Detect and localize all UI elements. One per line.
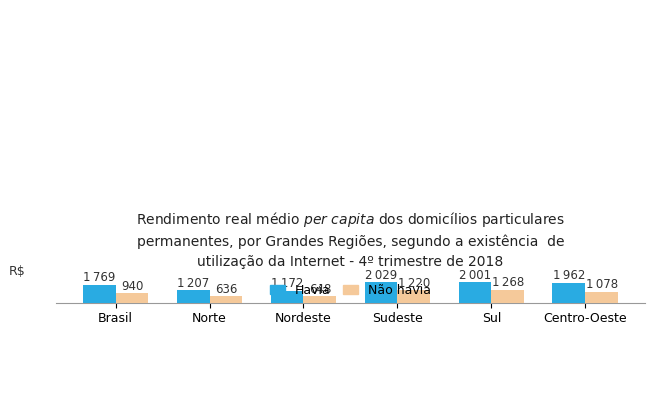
Text: 1 962: 1 962 bbox=[552, 269, 585, 282]
Bar bbox=[397, 290, 430, 303]
Bar bbox=[585, 292, 618, 303]
Bar bbox=[492, 290, 524, 303]
Bar bbox=[209, 296, 242, 303]
Legend: Havia, Não havia: Havia, Não havia bbox=[265, 279, 436, 302]
Text: 1 220: 1 220 bbox=[398, 277, 430, 290]
Text: 1 769: 1 769 bbox=[83, 271, 115, 284]
Text: Rendimento real médio $\it{per\ capita}$ dos domicílios particulares
permanentes: Rendimento real médio $\it{per\ capita}$… bbox=[136, 210, 565, 269]
Bar bbox=[177, 290, 209, 303]
Text: Rendimento real médio — —: Rendimento real médio — — bbox=[0, 398, 1, 399]
Text: per capita: per capita bbox=[0, 398, 1, 399]
Text: R$: R$ bbox=[9, 265, 26, 278]
Text: 1 172: 1 172 bbox=[271, 277, 303, 290]
Text: 636: 636 bbox=[214, 283, 237, 296]
Text: 2 001: 2 001 bbox=[459, 269, 491, 282]
Text: Rendimento real médio: Rendimento real médio bbox=[0, 398, 1, 399]
Bar bbox=[552, 283, 585, 303]
Text: 648: 648 bbox=[309, 283, 331, 296]
Text: 1 207: 1 207 bbox=[177, 277, 209, 290]
Bar bbox=[82, 285, 116, 303]
Text: 940: 940 bbox=[121, 280, 143, 293]
Bar bbox=[115, 293, 148, 303]
Text: Rendimento real médio: Rendimento real médio bbox=[0, 398, 1, 399]
Bar bbox=[271, 291, 304, 303]
Text: dos domicílios particulares: dos domicílios particulares bbox=[0, 398, 1, 399]
Text: 1 268: 1 268 bbox=[492, 277, 524, 290]
Text: 1 078: 1 078 bbox=[585, 279, 618, 291]
Text: 2 029: 2 029 bbox=[365, 269, 397, 282]
Bar bbox=[304, 296, 337, 303]
Bar bbox=[459, 282, 492, 303]
Bar bbox=[364, 282, 397, 303]
